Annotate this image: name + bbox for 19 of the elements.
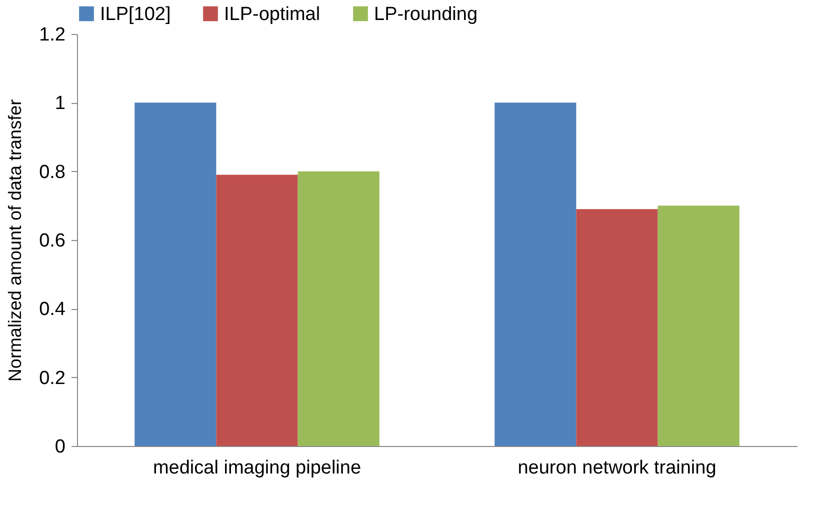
bar: [494, 102, 576, 446]
bar: [576, 209, 658, 446]
bar: [134, 102, 216, 446]
y-tick-label: 1.2: [39, 24, 66, 46]
legend-label: ILP[102]: [100, 4, 171, 25]
y-tick-label: 0.8: [39, 162, 66, 183]
y-tick-label: 1: [54, 93, 66, 114]
y-tick-label: 0: [54, 436, 66, 458]
legend-label: LP-rounding: [374, 4, 478, 25]
bar: [658, 206, 740, 446]
x-tick-label: medical imaging pipeline: [152, 458, 362, 478]
bar: [216, 174, 298, 446]
y-tick-label: 0.4: [39, 299, 66, 320]
bar: [298, 171, 380, 446]
y-axis-title: Normalized amount of data transfer: [5, 99, 26, 382]
y-tick-label: 0.2: [39, 368, 66, 389]
legend-label: ILP-optimal: [224, 4, 320, 25]
x-tick-label: neuron network training: [518, 458, 716, 478]
y-tick-label: 0.6: [39, 230, 66, 252]
